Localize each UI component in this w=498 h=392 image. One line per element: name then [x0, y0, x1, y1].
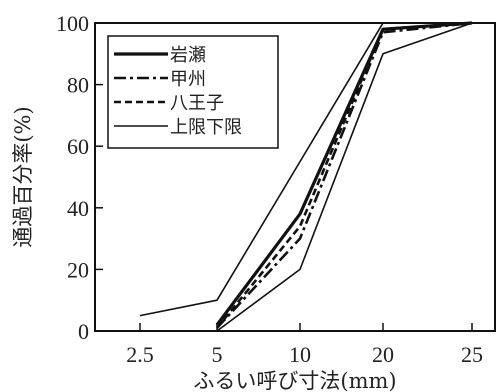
- legend-label-3: 上限下限: [170, 117, 242, 138]
- legend-label-2: 八王子: [170, 93, 224, 114]
- y-tick-label-4: 80: [67, 73, 89, 98]
- y-axis-label: 通過百分率(%): [11, 106, 35, 247]
- y-tick-label-5: 100: [56, 11, 89, 36]
- y-tick-label-3: 60: [67, 134, 89, 159]
- axis-ticks: 0 20 40 60 80 100 2.5 5 10 20 25: [56, 11, 483, 367]
- series-line-2: [215, 21, 473, 329]
- x-tick-label-0: 2.5: [126, 342, 154, 367]
- x-axis-label: ふるい呼び寸法(mm): [193, 369, 396, 392]
- y-tick-label-1: 20: [67, 257, 89, 282]
- y-tick-label-2: 40: [67, 196, 89, 221]
- y-tick-label-0: 0: [78, 319, 89, 344]
- plot-frame: [94, 22, 496, 332]
- legend-label-1: 甲州: [170, 69, 206, 90]
- x-tick-label-1: 5: [212, 342, 223, 367]
- legend-label-0: 岩瀬: [170, 45, 206, 66]
- x-tick-label-3: 20: [372, 342, 394, 367]
- x-tick-label-4: 25: [461, 342, 483, 367]
- series-line-1: [216, 21, 473, 329]
- x-tick-label-2: 10: [289, 342, 311, 367]
